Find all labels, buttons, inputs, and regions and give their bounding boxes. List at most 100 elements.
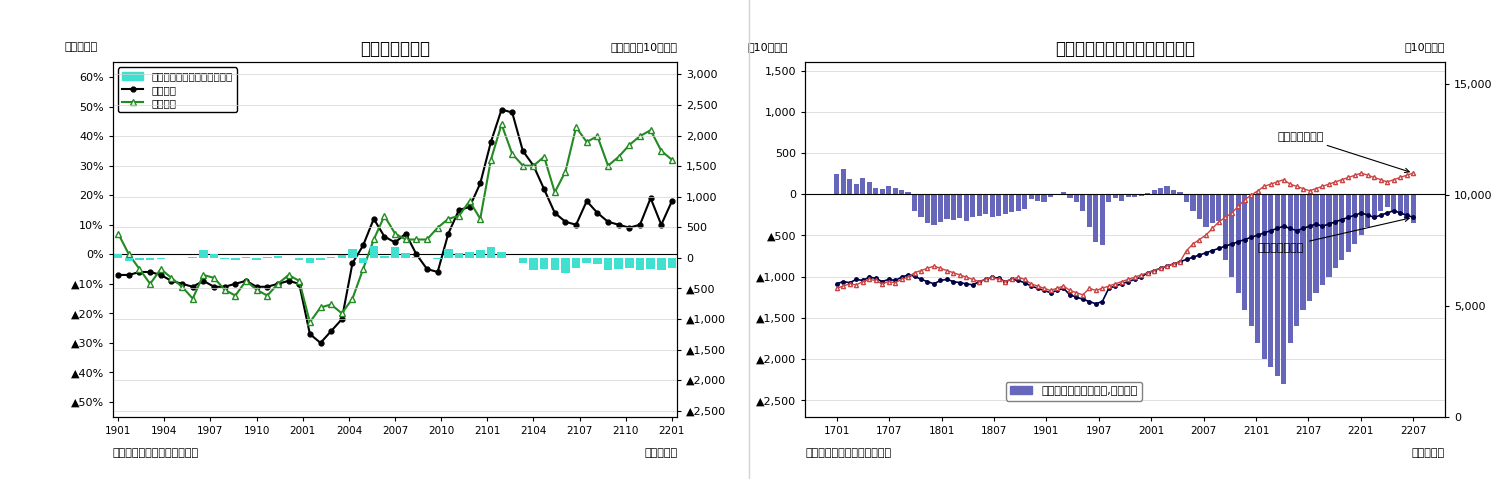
Bar [1087,194,1093,227]
Bar [402,253,409,258]
Bar [519,258,527,262]
Bar [358,258,367,263]
Bar [1184,194,1189,203]
Bar [1093,194,1099,242]
Title: 貿易収支（季節調整値）の推移: 貿易収支（季節調整値）の推移 [1055,40,1195,58]
Bar [963,194,969,220]
Bar [951,194,956,220]
Bar [834,173,840,194]
Bar [1353,194,1358,244]
Bar [1022,194,1028,209]
Bar [1151,190,1157,194]
Bar [1035,194,1040,201]
Bar [879,189,885,194]
Bar [1385,194,1389,206]
Bar [971,194,975,217]
Bar [1275,194,1279,376]
Text: 輸入（右目盛）: 輸入（右目盛） [1278,132,1409,172]
Bar [944,194,950,219]
Bar [1379,194,1383,211]
Bar [167,258,176,259]
Bar [348,249,357,258]
Bar [625,258,634,268]
Bar [1333,194,1338,268]
Bar [938,194,944,222]
Bar [1398,194,1403,215]
Bar [668,258,676,268]
Bar [861,178,865,194]
Bar [1190,194,1195,211]
Bar [635,258,644,270]
Bar [1061,192,1066,194]
Bar [1008,194,1014,212]
Bar [1204,194,1209,227]
Bar [867,182,871,194]
Bar [540,258,548,269]
Text: （資料）財務省「貿易統計」: （資料）財務省「貿易統計」 [805,448,891,458]
Bar [841,170,846,194]
Bar [892,188,897,194]
Bar [1067,194,1073,198]
Bar [593,258,602,264]
Bar [316,258,325,260]
Bar [1132,194,1138,197]
Bar [1139,194,1144,196]
Bar [1306,194,1312,301]
Bar [1391,194,1397,211]
Title: 貿易収支の推移: 貿易収支の推移 [360,40,430,58]
Bar [1216,194,1222,220]
Bar [1255,194,1260,342]
Bar [906,192,911,194]
Bar [337,255,346,258]
Legend: 貿易収支・前年差（右目盛）, 輸出金額, 輸入金額: 貿易収支・前年差（右目盛）, 輸出金額, 輸入金額 [117,68,236,112]
Bar [1269,194,1273,367]
Text: （資料）財務省「貿易統計」: （資料）財務省「貿易統計」 [113,448,199,458]
Bar [188,257,197,258]
Bar [497,252,506,258]
Bar [209,254,218,258]
Bar [381,256,388,258]
Bar [1320,194,1324,285]
Bar [847,179,852,194]
Bar [1281,194,1287,384]
Text: （年・月）: （年・月） [1412,448,1445,458]
Bar [1041,194,1046,203]
Bar [572,258,581,268]
Bar [604,258,613,270]
Bar [1345,194,1351,252]
Text: （前年比）: （前年比） [65,42,98,52]
Bar [1196,194,1202,219]
Bar [433,258,442,259]
Bar [614,258,623,269]
Bar [1047,194,1054,197]
Bar [918,194,924,217]
Bar [873,188,879,194]
Bar [932,194,936,226]
Bar [1410,194,1416,223]
Bar [1287,194,1293,342]
Bar [1126,194,1130,197]
Bar [1261,194,1267,359]
Bar [1314,194,1318,293]
Text: （10億円）: （10億円） [748,42,789,52]
Bar [1339,194,1344,260]
Bar [1106,194,1111,203]
Bar [476,250,485,258]
Bar [886,186,891,194]
Bar [157,258,166,259]
Bar [1177,192,1183,194]
Bar [1365,194,1371,227]
Bar [646,258,655,270]
Bar [1112,194,1118,198]
Bar [1075,194,1079,203]
Bar [327,257,336,258]
Bar [1242,194,1248,309]
Bar [1120,194,1124,201]
Bar [306,258,315,263]
Text: （年・月）: （年・月） [644,448,677,458]
Bar [178,258,187,259]
Bar [1016,194,1020,211]
Bar [658,258,665,270]
Bar [242,257,250,258]
Bar [220,258,229,259]
